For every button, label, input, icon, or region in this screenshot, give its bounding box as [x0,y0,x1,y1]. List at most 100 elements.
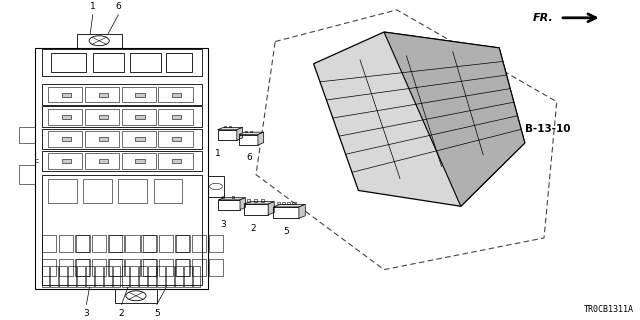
Bar [113,267,120,287]
Bar [176,235,190,252]
Bar [159,109,193,124]
Bar [68,267,76,287]
Polygon shape [268,202,275,215]
Polygon shape [218,198,246,200]
Bar [48,153,83,169]
Bar [209,235,223,252]
Bar [239,134,258,145]
Bar [140,267,147,287]
Text: 5: 5 [154,309,159,318]
Polygon shape [240,198,246,210]
Bar [42,235,56,252]
Bar [77,267,85,287]
Bar [159,153,193,169]
Bar [83,179,112,203]
Bar [282,202,285,204]
Bar [292,202,296,204]
Bar [48,179,77,203]
Bar [62,137,71,141]
Bar [225,126,227,127]
Polygon shape [314,32,525,206]
Bar [166,267,173,287]
Bar [143,259,157,276]
Bar [62,92,71,97]
Bar [85,153,119,169]
Bar [175,267,182,287]
Bar [159,131,193,147]
Bar [159,87,193,102]
Bar [108,235,122,252]
Bar [62,115,71,119]
Bar [125,259,140,276]
Bar [209,259,223,276]
Bar [99,115,108,119]
Polygon shape [239,132,264,134]
Bar [148,267,156,287]
Polygon shape [258,132,264,145]
Bar [122,109,156,124]
Bar [93,53,124,72]
Bar [229,126,231,127]
Bar [85,87,119,102]
Bar [19,165,35,184]
Bar [108,259,122,276]
Bar [136,137,145,141]
Bar [51,267,58,287]
Bar [76,235,90,252]
Bar [248,199,250,202]
Bar [99,92,108,97]
Bar [157,267,165,287]
Bar [131,267,138,287]
Bar [218,200,240,210]
Bar [59,235,73,252]
Bar [130,53,161,72]
Text: 3: 3 [220,220,225,228]
Bar [175,259,189,276]
Text: 6: 6 [116,3,121,12]
Bar [19,127,35,143]
Bar [141,235,156,252]
Bar [175,235,189,252]
Bar [86,267,93,287]
Bar [221,196,224,198]
Polygon shape [299,204,305,218]
Text: 3: 3 [84,309,89,318]
Bar [42,259,56,276]
Bar [159,259,173,276]
Bar [176,259,190,276]
Bar [273,207,299,218]
Bar [42,151,202,172]
Bar [109,235,124,252]
Bar [99,159,108,163]
Bar [42,50,202,76]
Bar [136,159,145,163]
Bar [254,199,257,202]
Bar [136,92,145,97]
Bar [287,202,291,204]
Bar [115,289,157,303]
Bar [136,115,145,119]
Bar [92,235,106,252]
Bar [141,259,156,276]
Bar [48,131,83,147]
Text: FR.: FR. [533,13,554,23]
Bar [77,34,122,48]
Polygon shape [237,127,243,140]
Bar [75,235,89,252]
Bar [122,153,156,169]
Bar [232,196,234,198]
Bar [184,267,191,287]
Text: 6: 6 [247,153,252,162]
Bar [277,202,280,204]
Bar [172,137,181,141]
Text: 2: 2 [119,309,124,318]
Bar [42,84,202,105]
Bar [92,259,106,276]
Bar [60,267,67,287]
Text: 1: 1 [215,149,220,158]
Bar [244,204,268,215]
Bar [218,130,237,140]
Bar [246,131,248,132]
Text: B-13-10: B-13-10 [525,124,570,134]
Bar [85,131,119,147]
